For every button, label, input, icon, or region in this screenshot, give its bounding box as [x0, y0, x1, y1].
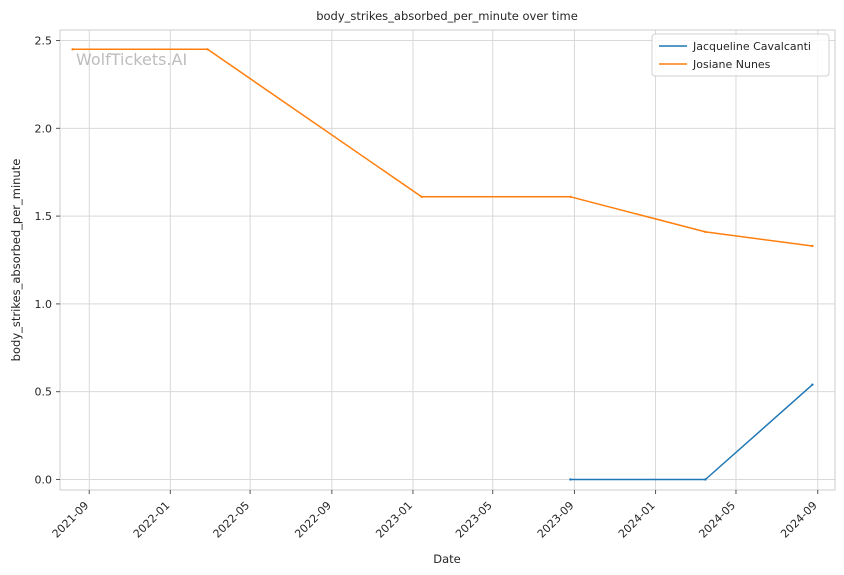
data-point-0-0: [569, 478, 572, 481]
legend-label-0: Jacqueline Cavalcanti: [692, 40, 811, 53]
y-tick-label: 0.5: [35, 386, 53, 399]
y-tick-label: 2.5: [35, 35, 53, 48]
data-point-1-3: [569, 195, 572, 198]
y-axis-ticks: 0.0 0.5 1.0 1.5 2.0 2.5: [35, 35, 60, 486]
y-tick-label: 1.5: [35, 210, 53, 223]
grid: [60, 30, 835, 490]
data-point-1-1: [206, 48, 209, 51]
data-point-1-5: [811, 244, 814, 248]
y-tick-label: 1.0: [35, 298, 53, 311]
legend-box: [651, 33, 830, 77]
series-line-1: [72, 48, 813, 247]
y-tick-label: 2.0: [35, 122, 53, 135]
data-point-0-2: [811, 383, 814, 386]
y-tick-label: 0.0: [35, 473, 53, 486]
data-point-0-1: [704, 478, 707, 481]
watermark: WolfTickets.AI: [76, 50, 187, 69]
x-axis-label: Date: [433, 552, 461, 566]
legend-label-1: Josiane Nunes: [692, 58, 771, 71]
data-point-1-2: [420, 195, 423, 198]
y-axis-label: body_strikes_absorbed_per_minute: [9, 159, 23, 362]
chart-title: body_strikes_absorbed_per_minute over ti…: [316, 9, 578, 23]
data-point-1-4: [704, 230, 707, 234]
series-layer: [71, 48, 814, 481]
plot-area-border: [59, 29, 836, 491]
legend: Jacqueline Cavalcanti Josiane Nunes: [651, 33, 830, 77]
data-point-1-0: [71, 48, 74, 51]
